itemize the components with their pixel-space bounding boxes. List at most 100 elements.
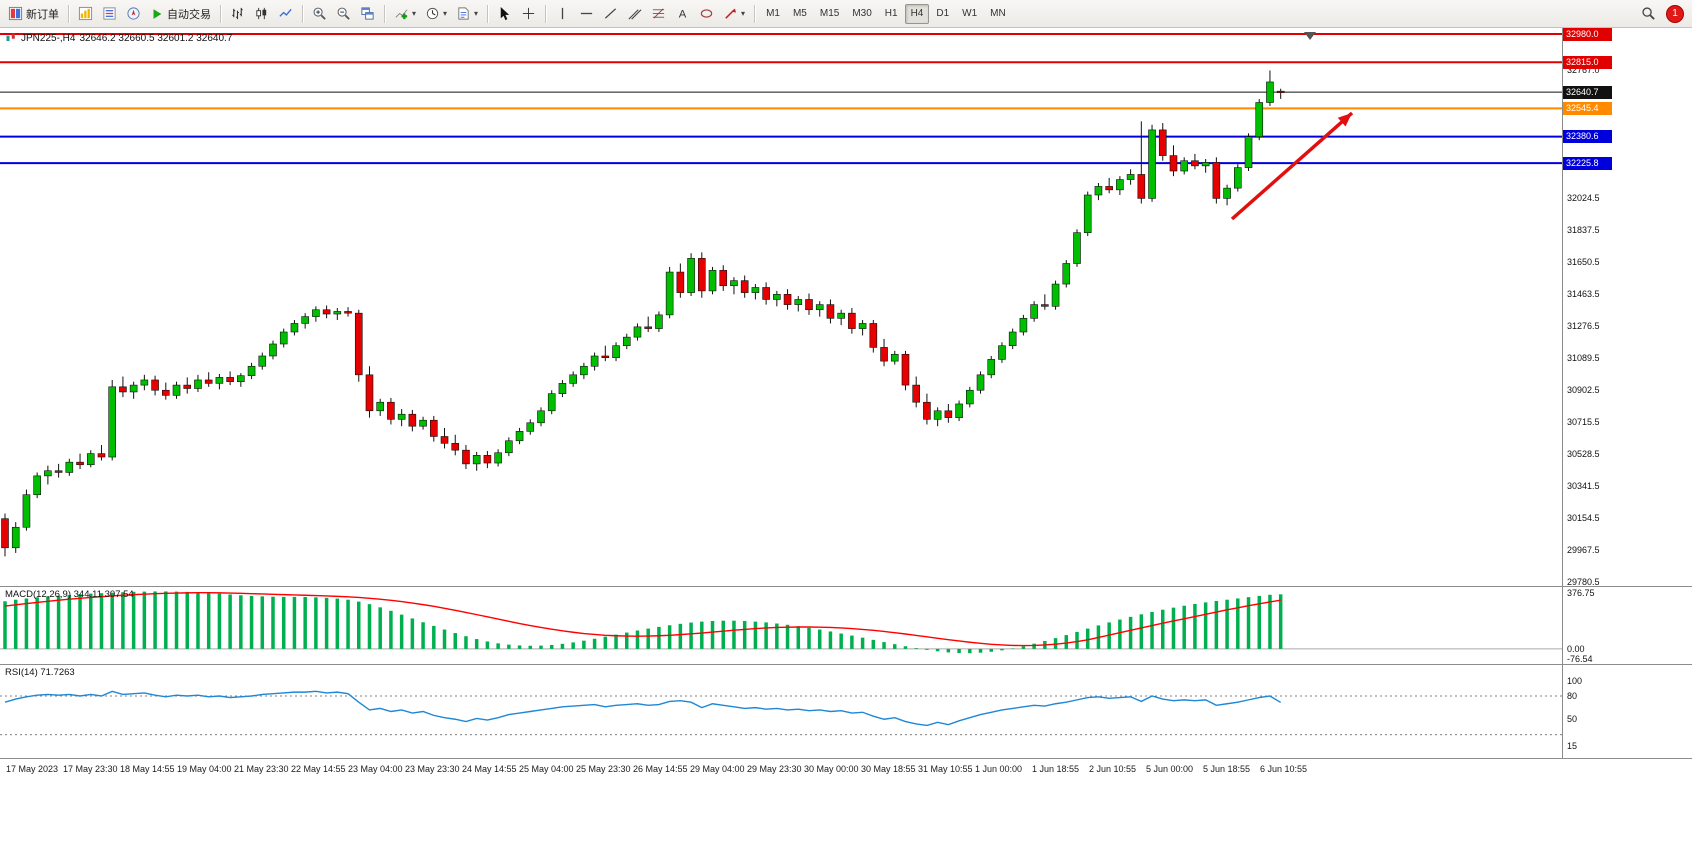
channel-icon (628, 9, 642, 20)
price-line-label: 32225.8 (1563, 156, 1612, 170)
timeframe-D1[interactable]: D1 (930, 4, 955, 24)
periods-button[interactable]: ▾ (421, 3, 451, 25)
timeframe-M30[interactable]: M30 (846, 4, 877, 24)
vertical-line-button[interactable] (551, 3, 574, 25)
line-chart-type-button[interactable] (274, 3, 297, 25)
price-line-label: 32380.6 (1563, 130, 1612, 144)
macd-chart[interactable] (0, 587, 1562, 664)
timeframe-M15[interactable]: M15 (814, 4, 845, 24)
time-label: 25 May 23:30 (576, 764, 631, 774)
chevron-down-icon: ▾ (443, 8, 448, 18)
time-label: 1 Jun 18:55 (1032, 764, 1080, 774)
text-tool-button[interactable]: A (671, 3, 694, 25)
ellipse-shape-icon (700, 9, 713, 18)
tile-windows-button[interactable] (356, 3, 379, 25)
rsi-tick: 100 (1567, 675, 1583, 686)
price-line-label: 32815.0 (1563, 55, 1612, 69)
panel-divider[interactable] (0, 586, 1692, 587)
horizontal-line-icon (580, 12, 593, 15)
fibonacci-button[interactable] (647, 3, 670, 25)
market-watch-button[interactable] (98, 3, 121, 25)
new-order-button[interactable]: 新订单 (4, 3, 63, 25)
price-tick: 31463.5 (1567, 288, 1600, 299)
shapes-button[interactable] (695, 3, 718, 25)
autotrading-play-icon (153, 8, 162, 19)
symbol-header: JPN225-,H4 32646.2 32660.5 32601.2 32640… (5, 32, 232, 44)
rsi-tick: 15 (1567, 741, 1578, 752)
tile-windows-icon (361, 7, 374, 20)
channel-button[interactable] (623, 3, 646, 25)
crosshair-icon (522, 7, 535, 20)
time-label: 30 May 00:00 (804, 764, 859, 774)
macd-panel[interactable]: 376.75 0.00 -76.54 MACD(12,26,9) 344.11 30… (0, 587, 1692, 664)
rsi-panel[interactable]: 100 80 50 15 RSI(14) 71.7263 (0, 665, 1692, 758)
zoom-out-button[interactable] (332, 3, 355, 25)
price-axis[interactable]: 32767.0 32024.5 31837.5 31650.5 31463.5 31276… (1562, 28, 1692, 587)
toolbar: 新订单 自动交易 ▾ ▾ ▾ (0, 0, 1692, 28)
templates-button[interactable]: ▾ (452, 3, 482, 25)
horizontal-line-button[interactable] (575, 3, 598, 25)
time-axis[interactable]: 17 May 2023 17 May 23:30 18 May 14:55 19 Ma… (0, 758, 1692, 781)
zoom-in-icon (313, 7, 326, 20)
new-order-icon (8, 6, 23, 21)
timeframe-H1[interactable]: H1 (879, 4, 904, 24)
bar-graph-icon (78, 6, 93, 21)
bar-chart-type-button[interactable] (226, 3, 249, 25)
time-label: 29 May 23:30 (747, 764, 802, 774)
price-line-label: 32545.4 (1563, 101, 1612, 115)
timeframe-M1[interactable]: M1 (760, 4, 786, 24)
macd-label: MACD(12,26,9) 344.11 307.54 (5, 589, 134, 600)
macd-tick: 0.00 (1567, 643, 1585, 654)
price-line-label: 32640.7 (1563, 85, 1612, 99)
price-tick: 29780.5 (1567, 576, 1600, 587)
timeframe-H4[interactable]: H4 (904, 3, 930, 24)
svg-text:A: A (679, 8, 687, 20)
rsi-chart[interactable] (0, 665, 1562, 758)
trendline-icon (604, 8, 617, 19)
candlestick-chart[interactable] (0, 28, 1562, 586)
search-button[interactable] (1637, 3, 1660, 25)
trendline-button[interactable] (599, 3, 622, 25)
autotrading-button[interactable]: 自动交易 (146, 3, 215, 25)
timeframe-W1[interactable]: W1 (956, 4, 983, 24)
ohlc-values: 32646.2 32660.5 32601.2 32640.7 (79, 32, 233, 44)
rsi-tick: 50 (1567, 714, 1578, 725)
time-label: 5 Jun 18:55 (1203, 764, 1251, 774)
price-tick: 31276.5 (1567, 320, 1600, 331)
time-label: 23 May 23:30 (405, 764, 460, 774)
timeframe-M5[interactable]: M5 (787, 4, 813, 24)
timeframe-MN[interactable]: MN (984, 4, 1012, 24)
toolbar-separator (302, 4, 303, 23)
panel-divider[interactable] (0, 664, 1692, 665)
notification-badge[interactable]: 1 (1666, 4, 1684, 23)
cursor-button[interactable] (493, 3, 516, 25)
navigator-button[interactable] (122, 3, 145, 25)
time-label: 19 May 04:00 (177, 764, 232, 774)
arrows-tool-button[interactable]: ▾ (719, 3, 749, 25)
price-tick: 31650.5 (1567, 256, 1600, 267)
search-icon (1642, 7, 1655, 20)
toolbar-separator (220, 4, 221, 23)
macd-axis: 376.75 0.00 -76.54 (1562, 587, 1692, 664)
market-watch-icon (103, 7, 116, 20)
charts-button[interactable] (74, 3, 97, 25)
navigator-icon (127, 7, 140, 20)
price-line-label: 32980.0 (1563, 28, 1612, 41)
time-label: 2 Jun 10:55 (1089, 764, 1137, 774)
zoom-in-button[interactable] (308, 3, 331, 25)
time-label: 17 May 2023 (6, 764, 59, 774)
time-label: 18 May 14:55 (120, 764, 175, 774)
indicators-plus-icon (395, 9, 408, 20)
main-chart-panel[interactable]: 32767.0 32024.5 31837.5 31650.5 31463.5 31276… (0, 28, 1692, 587)
timeframe-group: M1 M5 M15 M30 H1 H4 D1 W1 MN (760, 3, 1012, 24)
candlestick-chart-type-button[interactable] (250, 3, 273, 25)
indicators-button[interactable]: ▾ (390, 3, 420, 25)
rsi-axis: 100 80 50 15 (1562, 665, 1692, 758)
toolbar-separator (754, 4, 756, 23)
price-tick: 30528.5 (1567, 448, 1600, 459)
rsi-tick: 80 (1567, 691, 1578, 701)
crosshair-button[interactable] (517, 3, 540, 25)
text-icon: A (679, 8, 687, 20)
time-label: 23 May 04:00 (348, 764, 403, 774)
price-tick: 30341.5 (1567, 480, 1600, 491)
